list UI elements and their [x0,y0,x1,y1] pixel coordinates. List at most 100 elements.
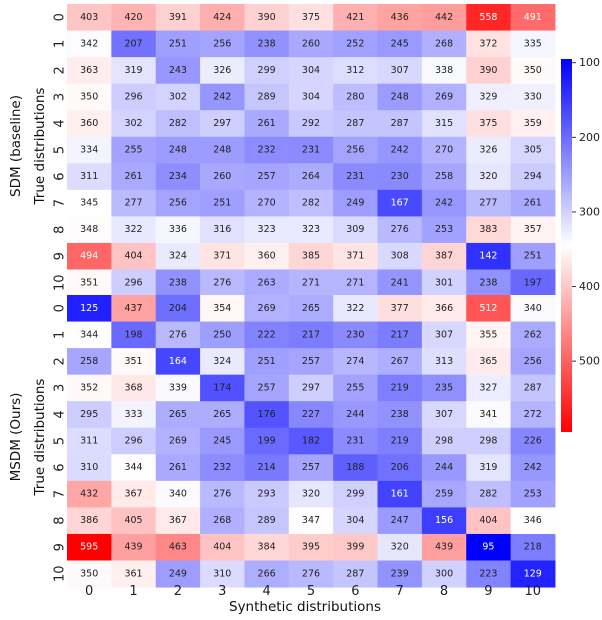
heatmap-cell [421,269,467,297]
cell-value-label: 261 [169,462,187,473]
heatmap-cell [510,269,556,297]
heatmap-cell [244,507,290,535]
heatmap-cell [377,374,423,402]
heatmap-cell [244,269,290,297]
cell-value-label: 253 [435,224,453,235]
heatmap-cell [155,163,201,191]
heatmap-cell [244,427,290,455]
heatmap-cell [288,348,334,376]
heatmap-cell [333,110,379,138]
cell-value-label: 299 [258,65,276,76]
cell-value-label: 247 [391,515,409,526]
heatmap-cell [155,136,201,164]
y-axis-label-top: True distributions [32,88,48,206]
x-tick-label: 0 [85,584,93,599]
heatmap-cell [510,480,556,508]
cell-value-label: 222 [258,329,276,340]
heatmap-cell [67,269,112,297]
colorbar-tick-label: 400 [579,280,600,293]
heatmap-cell [288,4,334,32]
heatmap-cell [288,374,334,402]
heatmap-cell [155,427,201,455]
cell-value-label: 442 [435,12,453,23]
heatmap-cell [111,321,157,349]
heatmap-cell [466,507,512,535]
cell-value-label: 324 [213,356,231,367]
heatmap-cell [421,4,467,32]
cell-value-label: 375 [479,118,497,129]
heatmap-cell [377,163,423,191]
cell-value-label: 231 [302,145,320,156]
cell-value-label: 365 [479,356,497,367]
heatmap-cell [111,216,157,244]
heatmap-cell [333,242,379,270]
heatmap-cell [288,295,334,323]
heatmap-cell [155,401,201,429]
cell-value-label: 335 [524,38,542,49]
cell-value-label: 357 [524,224,542,235]
cell-value-label: 346 [524,515,542,526]
x-tick-label: 2 [174,584,182,599]
cell-value-label: 238 [169,277,187,288]
cell-value-label: 256 [346,145,364,156]
cell-value-label: 296 [124,436,142,447]
cell-value-label: 372 [479,38,497,49]
cell-value-label: 266 [258,568,276,579]
heatmap-cell [377,216,423,244]
heatmap-cell [244,57,290,85]
cell-value-label: 359 [524,118,542,129]
x-tick-label: 1 [129,584,137,599]
heatmap-cell [377,57,423,85]
heatmap-cell [466,189,512,217]
cell-value-label: 125 [80,303,98,314]
cell-value-label: 297 [302,382,320,393]
heatmap-cell [421,189,467,217]
heatmap-cell [510,560,556,588]
heatmap-cell [377,321,423,349]
heatmap-cell [421,216,467,244]
cell-value-label: 272 [524,409,542,420]
cell-value-label: 252 [346,38,364,49]
heatmap-cell [155,83,201,111]
heatmap-cell [466,216,512,244]
cell-value-label: 258 [80,356,98,367]
heatmap-cell [288,480,334,508]
heatmap-cell [510,321,556,349]
heatmap-cell [111,533,157,561]
cell-value-label: 367 [124,489,142,500]
heatmap-cell [288,30,334,58]
heatmap-cell [155,189,201,217]
heatmap-cell [200,83,245,111]
heatmap-cell [421,427,467,455]
heatmap-cell [67,560,112,588]
heatmap-cell [111,454,157,482]
heatmap-cell [244,348,290,376]
y-tick-label: 3 [53,93,68,101]
cell-value-label: 238 [391,409,409,420]
cell-value-label: 491 [524,12,542,23]
heatmap-cell [421,348,467,376]
cell-value-label: 333 [124,409,142,420]
heatmap-cell [67,136,112,164]
heatmap-cell [111,189,157,217]
heatmap-cell [421,110,467,138]
heatmap-cell [333,427,379,455]
heatmap-cell [67,454,112,482]
cell-value-label: 241 [391,277,409,288]
cell-value-label: 244 [435,462,453,473]
heatmap-cell [200,136,245,164]
colorbar-tick-label: 200 [579,131,600,144]
cell-value-label: 218 [524,542,542,553]
cell-value-label: 342 [80,38,98,49]
cell-value-label: 265 [302,303,320,314]
y-tick-label: 6 [53,463,68,471]
cell-value-label: 249 [169,568,187,579]
heatmap-cell [377,507,423,535]
heatmap-cell [155,269,201,297]
cell-value-label: 319 [124,65,142,76]
cell-value-label: 351 [80,277,98,288]
heatmap-cell [67,4,112,32]
cell-value-label: 360 [258,251,276,262]
heatmap-cell [67,374,112,402]
